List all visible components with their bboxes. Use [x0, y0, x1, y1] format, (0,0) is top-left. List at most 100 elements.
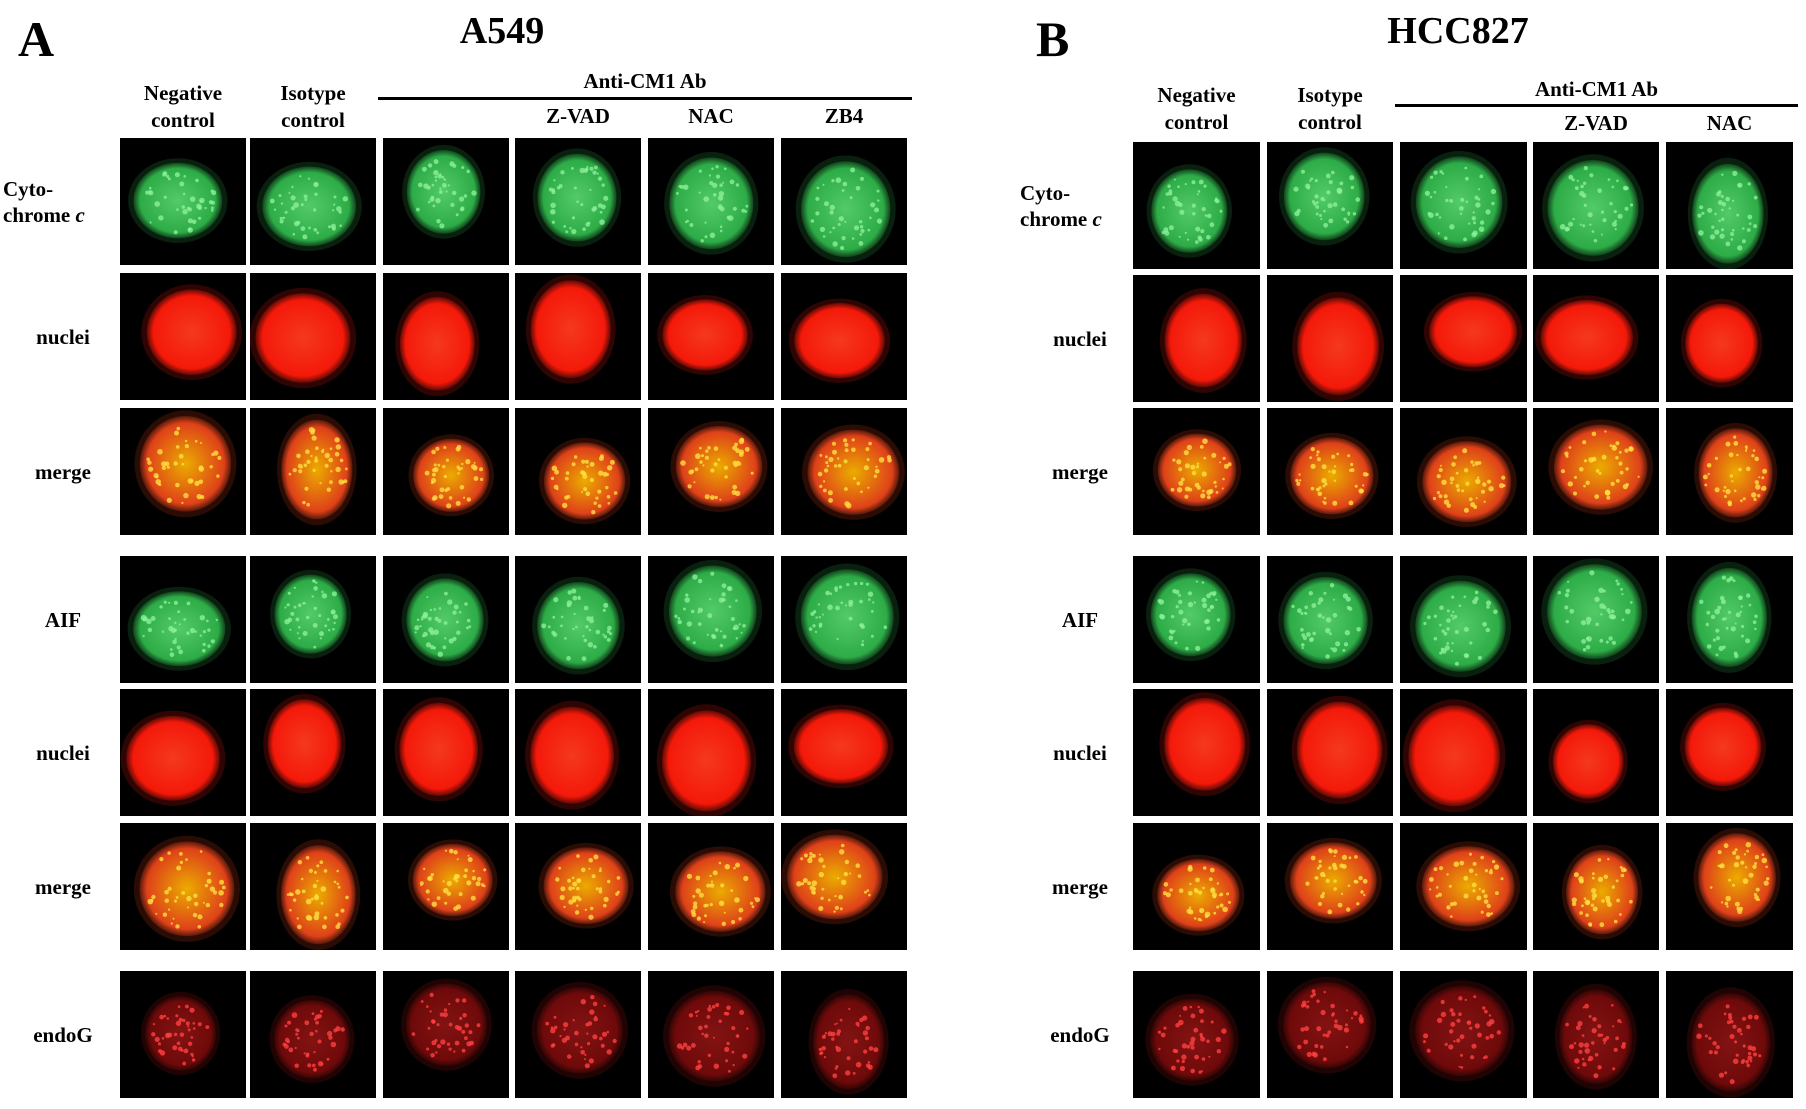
column-header: NAC — [1706, 111, 1753, 135]
micrograph-tile — [383, 273, 509, 400]
micrograph-tile — [1133, 971, 1260, 1098]
micrograph-tile — [1133, 408, 1260, 535]
micrograph-tile — [515, 971, 641, 1098]
micrograph-tile — [383, 689, 509, 816]
micrograph-tile — [1533, 823, 1659, 950]
micrograph-tile — [1267, 556, 1393, 683]
column-header: ZB4 — [824, 104, 864, 128]
column-header: Negative control — [143, 81, 223, 132]
micrograph-tile — [781, 556, 907, 683]
micrograph-tile — [1533, 689, 1659, 816]
row-label: merge — [1052, 459, 1108, 484]
panel-letter: A — [18, 11, 55, 67]
micrograph-tile — [383, 823, 509, 950]
micrograph-tile — [383, 556, 509, 683]
micrograph-tile — [515, 689, 641, 816]
micrograph-tile — [250, 971, 376, 1098]
micrograph-tile — [1267, 275, 1393, 402]
micrograph-tile — [648, 823, 774, 950]
micrograph-tile — [1267, 971, 1393, 1098]
micrograph-tile — [515, 273, 641, 400]
micrograph-tile — [383, 408, 509, 535]
row-label: merge — [1052, 874, 1108, 899]
micrograph-tile — [1133, 823, 1260, 950]
micrograph-tile — [383, 971, 509, 1098]
micrograph-tile — [1267, 408, 1393, 535]
micrograph-tile — [1666, 556, 1793, 683]
micrograph-tile — [781, 971, 907, 1098]
micrograph-tile — [120, 138, 246, 265]
micrograph-tile — [1400, 142, 1527, 269]
row-label: nuclei — [1053, 740, 1107, 765]
micrograph-tile — [1533, 142, 1659, 269]
micrograph-tile — [515, 408, 641, 535]
micrograph-tile — [648, 408, 774, 535]
micrograph-tile — [1400, 823, 1527, 950]
micrograph-tile — [648, 273, 774, 400]
group-header-label: Anti-CM1 Ab — [583, 69, 707, 93]
micrograph-tile — [383, 138, 509, 265]
panel-letter: B — [1036, 11, 1070, 67]
micrograph-tile — [1533, 408, 1659, 535]
row-label: nuclei — [36, 740, 90, 765]
micrograph-tile — [120, 823, 246, 950]
row-label: Cyto-chrome c — [3, 176, 85, 227]
micrograph-tile — [781, 823, 907, 950]
micrograph-tile — [1133, 689, 1260, 816]
row-label: nuclei — [1053, 326, 1107, 351]
micrograph-tile — [1267, 823, 1393, 950]
micrograph-tile — [515, 823, 641, 950]
micrograph-tile — [1666, 142, 1793, 269]
micrograph-tile — [1533, 971, 1659, 1098]
row-label: merge — [35, 874, 91, 899]
micrograph-tile — [120, 689, 246, 816]
micrograph-tile — [781, 273, 907, 400]
micrograph-tile — [250, 138, 376, 265]
micrograph-tile — [1400, 408, 1527, 535]
micrograph-tile — [1666, 408, 1793, 535]
micrograph-tile — [250, 408, 376, 535]
micrograph-tile — [515, 138, 641, 265]
column-header: Isotype control — [1297, 83, 1363, 134]
micrograph-tile — [1533, 556, 1659, 683]
micrograph-tile — [250, 689, 376, 816]
row-label: Cyto-chrome c — [1020, 180, 1102, 231]
micrograph-tile — [648, 138, 774, 265]
panel-title: A549 — [459, 10, 545, 52]
micrograph-tile — [1267, 689, 1393, 816]
panel-title: HCC827 — [1387, 10, 1529, 52]
micrograph-tile — [1533, 275, 1659, 402]
micrograph-tile — [648, 689, 774, 816]
micrograph-tile — [1400, 275, 1527, 402]
micrograph-tile — [648, 971, 774, 1098]
micrograph-tile — [1133, 556, 1260, 683]
column-header: NAC — [688, 104, 734, 128]
micrograph-tile — [1666, 275, 1793, 402]
micrograph-tile — [120, 971, 246, 1098]
row-label: AIF — [44, 607, 82, 632]
column-header: Z-VAD — [546, 104, 610, 128]
micrograph-tile — [1400, 971, 1527, 1098]
group-header-line — [1395, 104, 1798, 107]
group-header-label: Anti-CM1 Ab — [1534, 77, 1659, 101]
row-label: endoG — [1050, 1022, 1110, 1047]
micrograph-tile — [1400, 556, 1527, 683]
column-header: Isotype control — [280, 81, 346, 132]
micrograph-tile — [1133, 142, 1260, 269]
micrograph-tile — [120, 408, 246, 535]
micrograph-tile — [1133, 275, 1260, 402]
micrograph-tile — [120, 556, 246, 683]
micrograph-tile — [250, 556, 376, 683]
column-header: Negative control — [1157, 83, 1236, 134]
micrograph-tile — [1400, 689, 1527, 816]
micrograph-tile — [515, 556, 641, 683]
group-header-line — [378, 97, 912, 100]
micrograph-tile — [120, 273, 246, 400]
micrograph-tile — [781, 408, 907, 535]
micrograph-tile — [1666, 971, 1793, 1098]
row-label: merge — [35, 459, 91, 484]
micrograph-tile — [1666, 689, 1793, 816]
row-label: endoG — [33, 1022, 93, 1047]
micrograph-tile — [781, 138, 907, 265]
micrograph-tile — [781, 689, 907, 816]
